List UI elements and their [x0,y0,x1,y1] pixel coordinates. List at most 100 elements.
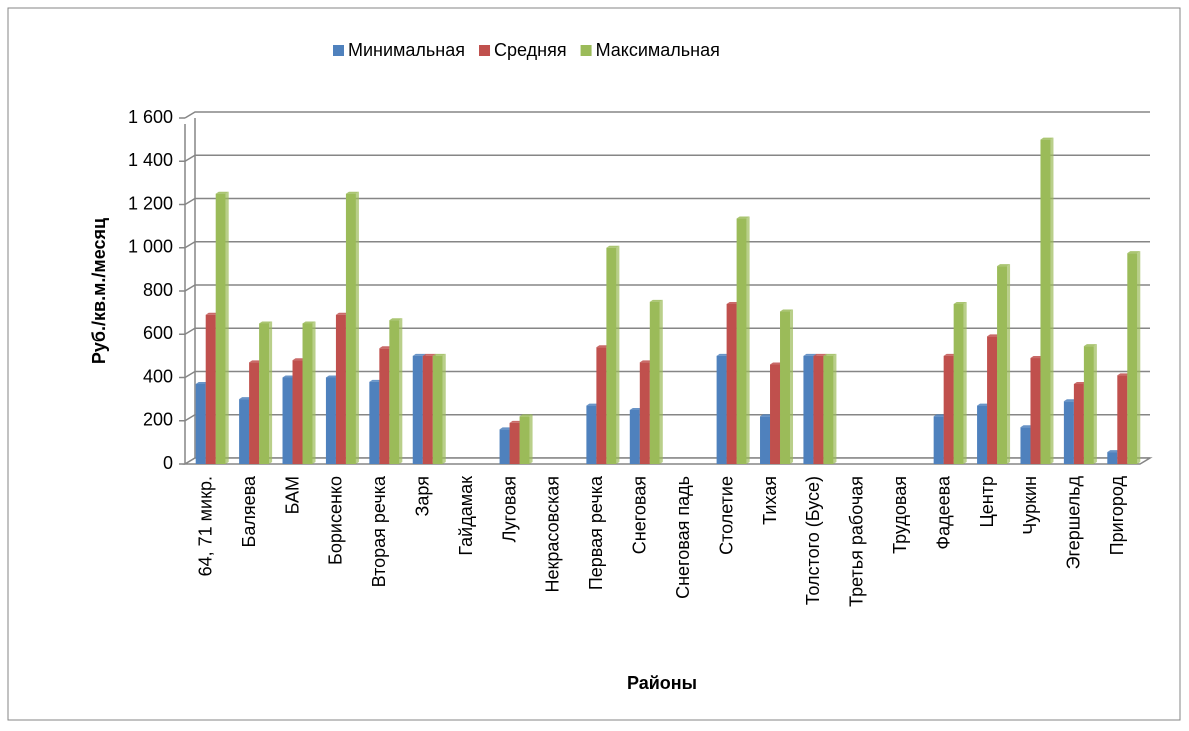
bar [606,247,617,464]
bar-side [659,299,663,464]
bar-top [282,375,296,378]
bar-top [1107,450,1121,453]
bar-top [823,353,837,356]
x-tick-label: 64, 71 микр. [195,476,215,576]
legend-swatch [333,45,344,56]
y-tick-label: 0 [163,453,173,473]
bar [1040,139,1051,464]
x-tick-label: Столетие [716,476,736,555]
bar [379,348,390,464]
bar-top [977,403,991,406]
bar-top [259,321,273,324]
grid-line [184,197,1150,206]
bar-side [312,321,316,464]
bar [509,422,520,464]
bar-top [596,345,610,348]
bar [997,266,1008,464]
bar-top [1117,373,1131,376]
grid-line [184,154,1150,162]
bar-top [1040,137,1054,140]
bar [1083,346,1094,464]
bar [639,362,650,464]
bar [780,311,791,464]
bar-top [215,191,229,194]
bar [302,323,313,464]
x-tick-label: Эгершельд [1064,476,1084,570]
bar-top [195,381,209,384]
bar-side [225,191,229,464]
bar [1117,375,1128,464]
bar [1107,452,1118,464]
bar-top [649,299,663,302]
legend-swatch [479,45,491,56]
bar-side [1007,264,1011,464]
chart-border [7,7,1181,721]
bar [259,323,270,464]
bar [953,303,964,464]
bar-side [963,301,967,464]
bar [239,399,250,464]
bar-top [1020,425,1034,428]
bar [499,429,510,464]
legend-label: Минимальная [348,40,465,60]
bar-top [997,264,1011,267]
bar [629,409,640,464]
bar [977,405,988,464]
bar-top [770,362,784,365]
bar-top [813,353,827,356]
x-tick-label: Тихая [760,476,780,525]
y-axis-label: Руб./кв.м./месяц [89,218,109,364]
bar-top [639,360,653,363]
bar-top [412,353,426,356]
bar-top [519,414,533,417]
x-tick-label: Борисенко [326,476,346,565]
bar-top [422,353,436,356]
bar [519,416,530,464]
bar-top [760,414,774,417]
x-tick-label: Гайдамак [456,476,476,556]
bar [726,303,737,464]
x-tick-label: Чуркин [1020,476,1040,535]
bar-top [780,309,794,312]
bar [195,383,206,464]
bar [813,355,824,464]
x-tick-label: Баляева [239,475,259,547]
bar [282,377,293,464]
bar-top [1083,344,1097,347]
bar-side [1093,344,1097,464]
bar-top [1030,356,1044,359]
bar [803,355,814,464]
bar-top [249,360,263,363]
grid-line [184,111,1150,119]
bar [987,336,998,464]
bar [596,347,607,464]
bar-top [736,216,750,219]
x-tick-label: Вторая речка [369,475,389,587]
bar-top [239,397,253,400]
x-tick-label: Снеговая [630,476,650,554]
bar-side [833,353,837,464]
y-tick-label: 400 [143,366,173,386]
y-tick-label: 600 [143,323,173,343]
bar-top [369,379,383,382]
y-tick-label: 1 600 [128,107,173,127]
y-tick-label: 200 [143,410,173,430]
bar [249,362,260,464]
bar [1030,358,1041,464]
bar-side [746,216,750,464]
bar [933,416,944,464]
bar [335,314,346,464]
bar-top [1073,381,1087,384]
legend-label: Средняя [494,40,567,60]
bar-side [529,414,533,464]
bar-top [292,358,306,361]
bar-top [606,245,620,248]
bar-side [399,318,403,464]
legend-swatch [580,45,592,56]
bar [736,218,747,464]
bar-top [325,375,339,378]
grid-line [184,327,1150,335]
bar [586,405,597,464]
bar [1127,253,1138,464]
bar-top [432,353,446,356]
